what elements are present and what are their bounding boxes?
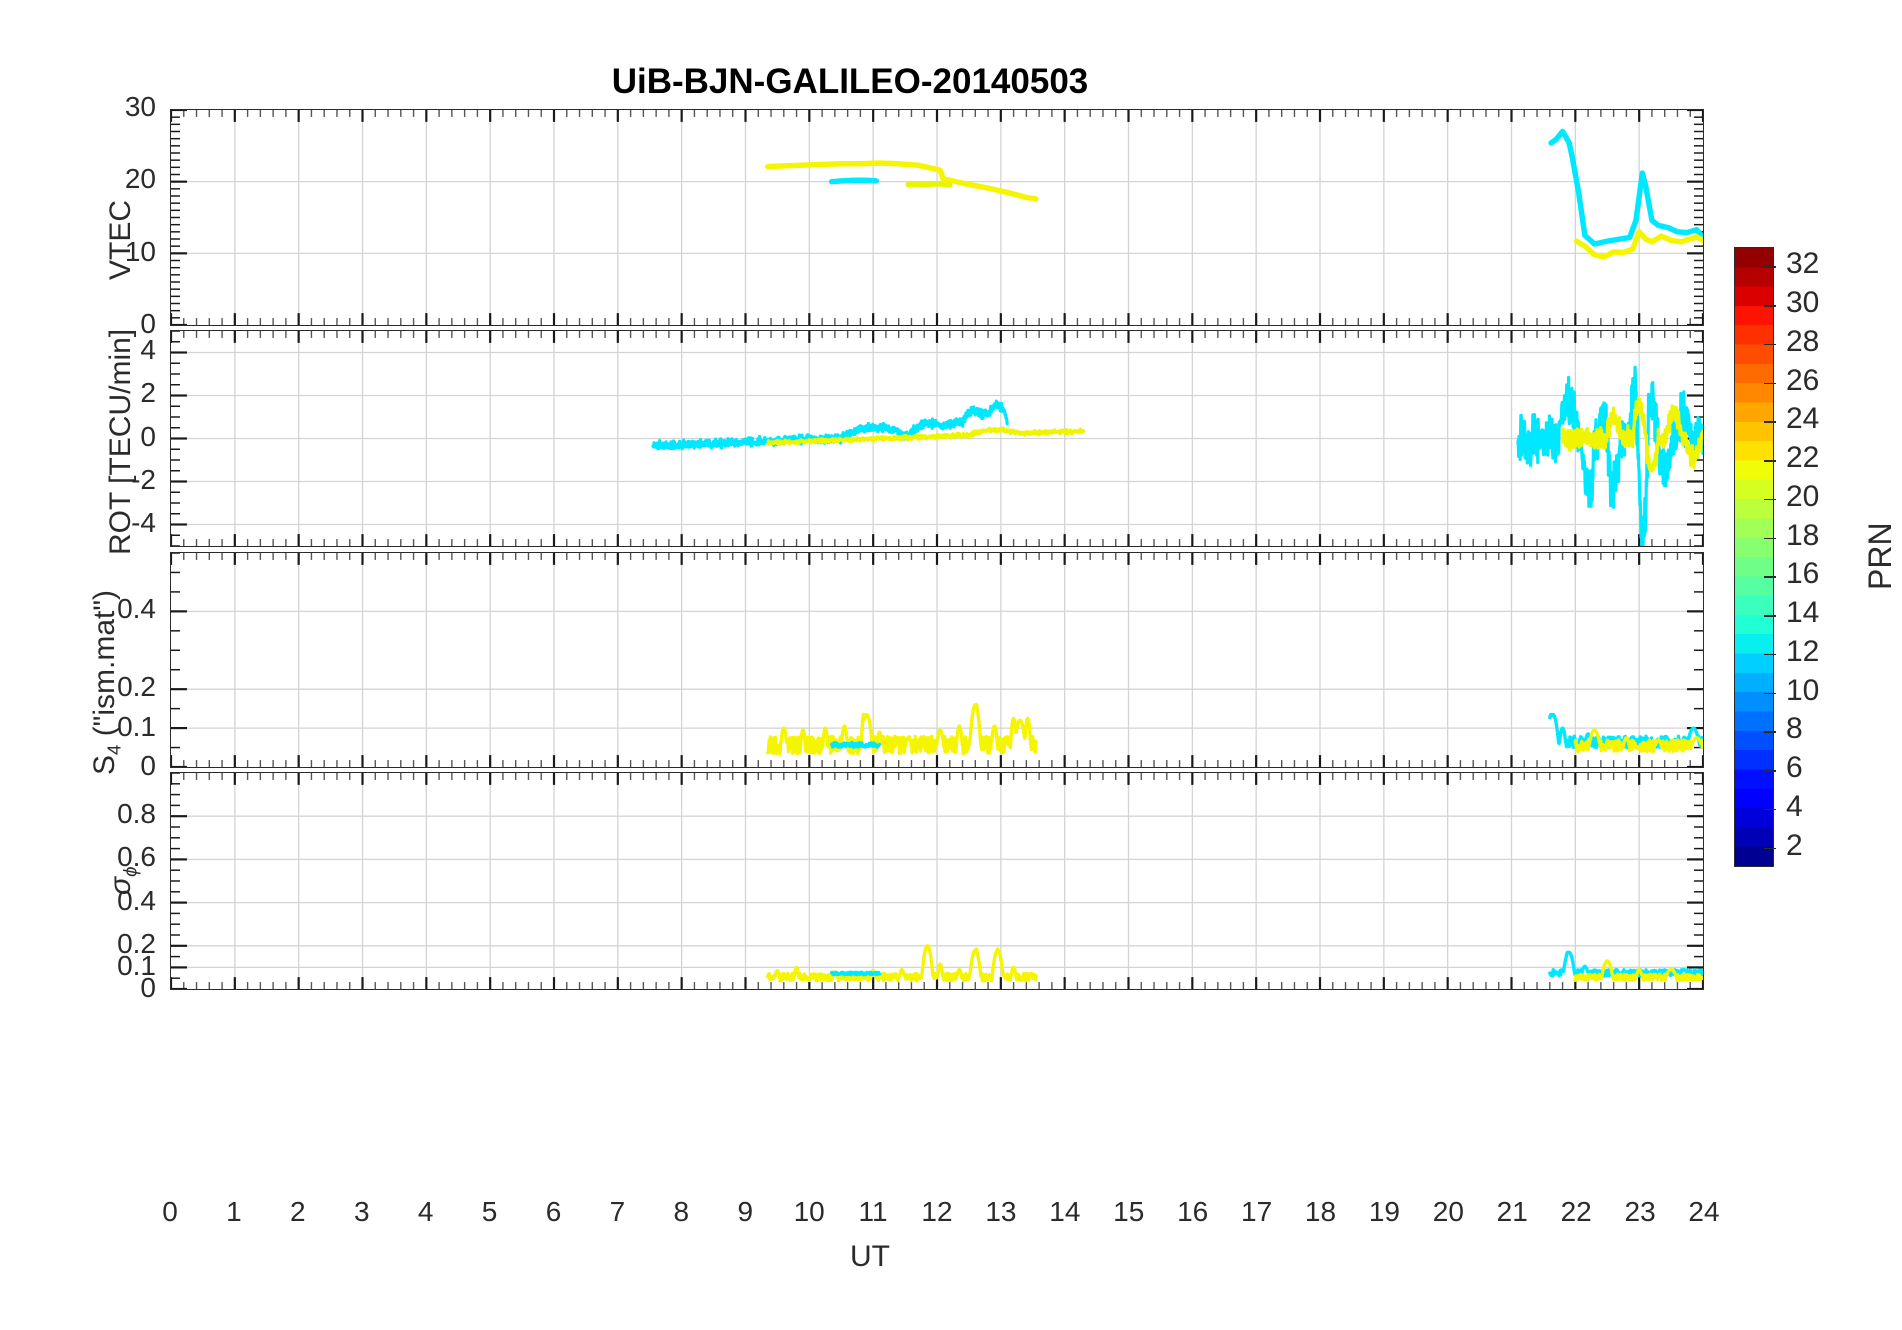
xtick-23: 23: [1624, 1196, 1656, 1227]
vtec-ytick-10: 10: [124, 235, 156, 267]
xtick-21: 21: [1496, 1196, 1528, 1227]
colorbar-tickmark-32: [1764, 266, 1776, 268]
colorbar-tick-32: 32: [1786, 247, 1820, 281]
colorbar-tick-20: 20: [1786, 479, 1820, 513]
colorbar-tickmark-2: [1764, 847, 1776, 850]
colorbar-tick-12: 12: [1786, 634, 1820, 668]
xtick-17: 17: [1241, 1196, 1273, 1227]
colorbar-tick-14: 14: [1786, 596, 1820, 630]
xtick-4: 4: [417, 1196, 434, 1227]
rot-ytick-neg4: -4: [131, 507, 156, 539]
colorbar-tick-4: 4: [1786, 789, 1803, 823]
sigmaphi-ytick-0p2: 0.2: [117, 928, 156, 960]
colorbar-tickmark-22: [1764, 460, 1776, 462]
xtick-1: 1: [226, 1196, 242, 1227]
xtick-20: 20: [1432, 1196, 1464, 1227]
colorbar-tick-30: 30: [1786, 286, 1820, 320]
xtick-18: 18: [1304, 1196, 1337, 1227]
colorbar-tick-28: 28: [1786, 324, 1820, 358]
rot-ytick-2: 2: [140, 377, 156, 409]
vtec-ytick-0: 0: [140, 308, 156, 339]
rot-plot-area: [171, 331, 1703, 546]
colorbar-tick-10: 10: [1786, 673, 1820, 707]
sigmaphi-ytick-0p1: 0.1: [117, 950, 156, 982]
x-axis-label: UT: [850, 1240, 890, 1273]
colorbar-tickmark-4: [1764, 808, 1776, 811]
s4-ytick-0: 0: [140, 750, 156, 781]
sigmaphi-ytick-0p6: 0.6: [117, 841, 156, 873]
panel-vtec: [170, 109, 1704, 326]
figure-title: UiB-BJN-GALILEO-20140503: [611, 62, 1089, 101]
xtick-3: 3: [353, 1196, 370, 1227]
xtick-19: 19: [1368, 1196, 1400, 1227]
sigmaphi-ytick-0: 0: [140, 972, 156, 1003]
sigmaphi-ytick-0p4: 0.4: [117, 884, 156, 916]
xtick-16: 16: [1177, 1196, 1209, 1227]
xtick-14: 14: [1049, 1196, 1081, 1227]
s4-ytick-0p4: 0.4: [117, 592, 156, 624]
xtick-24: 24: [1688, 1196, 1720, 1227]
colorbar-tickmark-26: [1764, 382, 1776, 385]
colorbar-tickmark-12: [1764, 653, 1776, 656]
xtick-0: 0: [162, 1196, 178, 1227]
xtick-15: 15: [1113, 1196, 1145, 1227]
colorbar-tick-8: 8: [1786, 712, 1803, 746]
xtick-2: 2: [290, 1196, 306, 1227]
rot-ytick-0: 0: [140, 420, 156, 452]
s4-plot-area: [171, 553, 1703, 767]
colorbar-tick-26: 26: [1786, 363, 1820, 397]
s4-ytick-0p2: 0.2: [117, 671, 156, 703]
xtick-6: 6: [545, 1196, 562, 1227]
colorbar-tickmark-24: [1764, 421, 1776, 423]
colorbar-tickmark-16: [1764, 576, 1776, 578]
vtec-ytick-20: 20: [124, 163, 156, 195]
colorbar-tickmark-20: [1764, 498, 1776, 501]
s4-ytick-0p1: 0.1: [117, 710, 156, 742]
colorbar-label: PRN: [1862, 522, 1898, 590]
panel-sigmaphi: [170, 772, 1704, 990]
xtick-22: 22: [1560, 1196, 1592, 1227]
colorbar[interactable]: [1734, 247, 1774, 867]
xtick-7: 7: [609, 1196, 626, 1227]
colorbar-tick-18: 18: [1786, 518, 1820, 552]
panel-rot: [170, 330, 1704, 547]
xtick-8: 8: [673, 1196, 690, 1227]
colorbar-tickmark-28: [1764, 343, 1776, 346]
colorbar-tickmark-30: [1764, 305, 1776, 307]
colorbar-tick-16: 16: [1786, 557, 1820, 591]
xtick-13: 13: [985, 1196, 1017, 1227]
colorbar-tick-24: 24: [1786, 402, 1820, 436]
colorbar-tick-22: 22: [1786, 441, 1820, 475]
colorbar-tickmark-8: [1764, 731, 1776, 733]
colorbar-tickmark-6: [1764, 770, 1776, 772]
xtick-9: 9: [737, 1196, 754, 1227]
colorbar-tick-2: 2: [1786, 828, 1803, 862]
vtec-plot-area: [171, 110, 1703, 325]
colorbar-tick-6: 6: [1786, 751, 1803, 785]
sigmaphi-ytick-0p8: 0.8: [117, 797, 156, 829]
xtick-12: 12: [921, 1196, 953, 1227]
xtick-11: 11: [858, 1196, 888, 1227]
xtick-5: 5: [481, 1196, 498, 1227]
xtick-10: 10: [793, 1196, 825, 1227]
colorbar-tickmark-18: [1764, 537, 1776, 540]
panel-s4: [170, 552, 1704, 768]
rot-ytick-4: 4: [140, 333, 156, 365]
colorbar-tickmark-14: [1764, 615, 1776, 617]
sigmaphi-plot-area: [171, 773, 1703, 989]
colorbar-tickmark-10: [1764, 692, 1776, 695]
vtec-ytick-30: 30: [124, 91, 156, 122]
rot-ytick-neg2: -2: [131, 463, 156, 495]
